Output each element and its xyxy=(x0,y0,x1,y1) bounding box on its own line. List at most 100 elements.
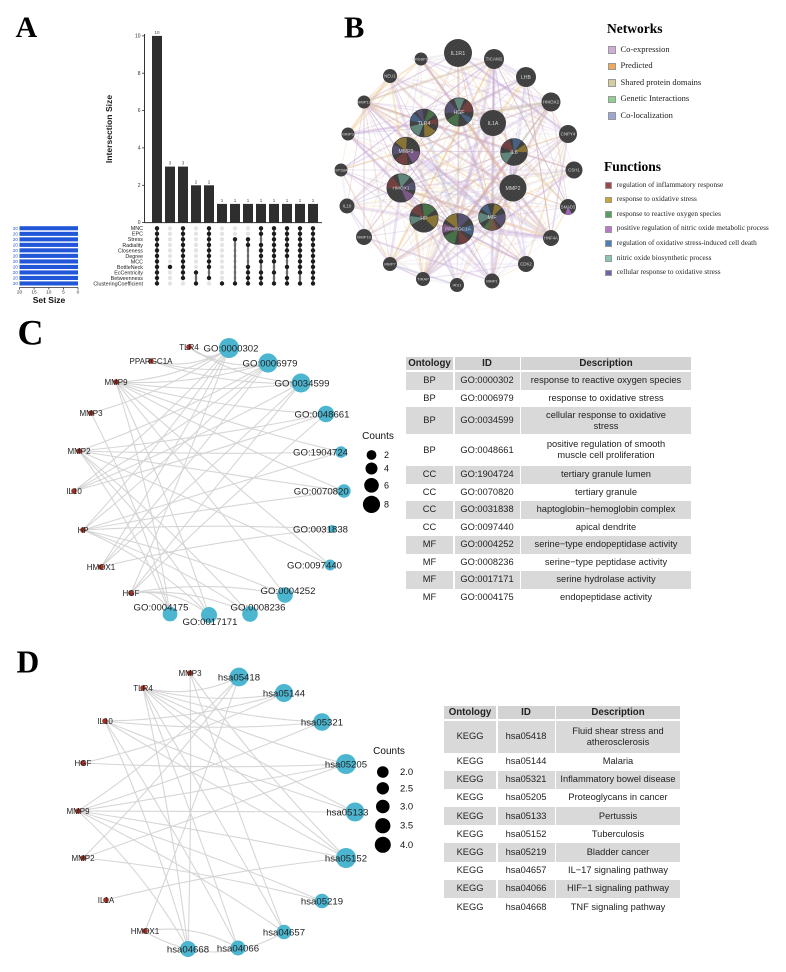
svg-text:3: 3 xyxy=(182,161,185,166)
svg-text:1: 1 xyxy=(260,198,263,203)
svg-text:IL10: IL10 xyxy=(66,487,82,496)
svg-text:3: 3 xyxy=(169,161,172,166)
svg-text:MMP9: MMP9 xyxy=(66,807,90,816)
svg-text:CDK2: CDK2 xyxy=(520,262,532,267)
svg-text:HMOX1: HMOX1 xyxy=(392,186,409,192)
svg-text:MMP3: MMP3 xyxy=(79,409,103,418)
svg-text:NEU1: NEU1 xyxy=(384,74,396,79)
svg-text:8: 8 xyxy=(384,499,389,509)
svg-text:hsa05133: hsa05133 xyxy=(326,807,368,818)
svg-text:1: 1 xyxy=(247,198,250,203)
svg-text:B: B xyxy=(344,11,364,45)
svg-text:GO:0070820: GO:0070820 xyxy=(294,486,349,497)
svg-text:MMP9: MMP9 xyxy=(399,149,414,155)
svg-text:GO:0017171: GO:0017171 xyxy=(183,617,238,628)
svg-text:hsa05152: hsa05152 xyxy=(325,853,367,864)
svg-text:Degree: Degree xyxy=(125,254,143,260)
svg-text:GO:0000302: GO:0000302 xyxy=(204,343,259,354)
svg-text:hsa05321: hsa05321 xyxy=(301,717,343,728)
svg-text:Radiality: Radiality xyxy=(122,243,143,249)
svg-text:PPARGC1A: PPARGC1A xyxy=(130,357,174,366)
svg-text:1: 1 xyxy=(299,198,302,203)
svg-text:6: 6 xyxy=(138,108,141,114)
svg-text:HNF4A: HNF4A xyxy=(544,236,558,241)
svg-text:GO:0097440: GO:0097440 xyxy=(287,560,342,571)
svg-text:HP: HP xyxy=(77,526,88,535)
svg-text:2: 2 xyxy=(138,183,141,189)
svg-text:20: 20 xyxy=(13,254,19,259)
svg-text:C: C xyxy=(18,313,44,353)
svg-text:20: 20 xyxy=(13,232,19,237)
svg-text:CNPY4: CNPY4 xyxy=(561,132,576,137)
svg-text:20: 20 xyxy=(17,290,23,296)
svg-text:MMP3: MMP3 xyxy=(178,669,202,678)
svg-text:20: 20 xyxy=(13,243,19,248)
svg-text:4: 4 xyxy=(384,464,389,474)
svg-text:2: 2 xyxy=(384,450,389,460)
svg-text:5: 5 xyxy=(62,290,65,296)
svg-text:IRS1: IRS1 xyxy=(453,282,463,287)
svg-text:Counts: Counts xyxy=(373,746,405,757)
svg-text:Counts: Counts xyxy=(362,431,394,442)
svg-text:10: 10 xyxy=(154,30,160,35)
svg-text:MCC: MCC xyxy=(131,259,143,265)
svg-text:IL10: IL10 xyxy=(343,204,352,209)
svg-text:10: 10 xyxy=(135,34,141,40)
svg-text:HMOX1: HMOX1 xyxy=(87,563,116,572)
svg-text:GO:0006979: GO:0006979 xyxy=(243,359,298,370)
svg-text:0: 0 xyxy=(138,220,141,226)
svg-text:20: 20 xyxy=(13,248,19,253)
svg-text:GO:0004252: GO:0004252 xyxy=(261,586,316,597)
svg-text:20: 20 xyxy=(13,270,19,275)
svg-text:2.0: 2.0 xyxy=(400,767,413,778)
svg-text:SMAD3: SMAD3 xyxy=(561,205,576,210)
svg-text:TLR4: TLR4 xyxy=(179,343,199,352)
svg-text:IL10: IL10 xyxy=(97,717,113,726)
svg-text:1: 1 xyxy=(312,198,315,203)
svg-text:8: 8 xyxy=(138,71,141,77)
svg-text:TIRAP: TIRAP xyxy=(417,276,429,281)
svg-text:hsa05219: hsa05219 xyxy=(301,896,343,907)
svg-text:1: 1 xyxy=(273,198,276,203)
svg-text:MMP10: MMP10 xyxy=(357,234,372,239)
svg-text:hsa04668: hsa04668 xyxy=(167,944,209,955)
svg-text:MMP9: MMP9 xyxy=(104,378,128,387)
svg-text:1: 1 xyxy=(286,198,289,203)
svg-text:hsa04066: hsa04066 xyxy=(217,943,259,954)
svg-text:D: D xyxy=(17,645,40,680)
svg-text:MRGBP1A: MRGBP1A xyxy=(412,57,430,61)
svg-text:IL1A: IL1A xyxy=(488,121,499,127)
svg-text:Set Size: Set Size xyxy=(33,295,66,305)
svg-text:BottleNeck: BottleNeck xyxy=(117,265,143,271)
svg-text:EPC: EPC xyxy=(132,232,143,238)
svg-text:2: 2 xyxy=(195,179,198,184)
svg-text:GO:0004175: GO:0004175 xyxy=(134,603,189,614)
svg-text:GO:0048661: GO:0048661 xyxy=(295,409,350,420)
svg-text:HP: HP xyxy=(420,216,428,222)
svg-text:Stress: Stress xyxy=(128,237,144,243)
svg-text:LHB: LHB xyxy=(521,75,531,81)
svg-text:ClusteringCoefficient: ClusteringCoefficient xyxy=(93,281,143,287)
svg-text:TLR4: TLR4 xyxy=(418,121,431,127)
svg-text:Betweenness: Betweenness xyxy=(111,276,144,282)
svg-text:3.5: 3.5 xyxy=(400,821,413,832)
svg-text:HMOX2: HMOX2 xyxy=(543,100,560,105)
svg-text:IL6: IL6 xyxy=(510,150,517,156)
svg-text:hsa05418: hsa05418 xyxy=(218,672,260,683)
svg-text:GP1BA: GP1BA xyxy=(334,167,348,172)
svg-text:4.0: 4.0 xyxy=(400,840,413,851)
svg-text:20: 20 xyxy=(13,276,19,281)
svg-text:hsa05205: hsa05205 xyxy=(325,759,367,770)
svg-text:PPARGC1A: PPARGC1A xyxy=(445,227,472,233)
svg-text:MMP2: MMP2 xyxy=(67,447,91,456)
svg-text:Closeness: Closeness xyxy=(118,248,143,254)
svg-text:A: A xyxy=(16,11,38,44)
svg-text:MMP2: MMP2 xyxy=(506,186,521,192)
svg-text:hsa05144: hsa05144 xyxy=(263,688,306,699)
svg-text:6: 6 xyxy=(384,480,389,490)
svg-text:15: 15 xyxy=(31,290,37,296)
svg-text:MMP7: MMP7 xyxy=(384,261,396,266)
svg-text:hsa04657: hsa04657 xyxy=(263,927,305,938)
svg-text:20: 20 xyxy=(13,237,19,242)
svg-text:3.0: 3.0 xyxy=(400,802,413,813)
